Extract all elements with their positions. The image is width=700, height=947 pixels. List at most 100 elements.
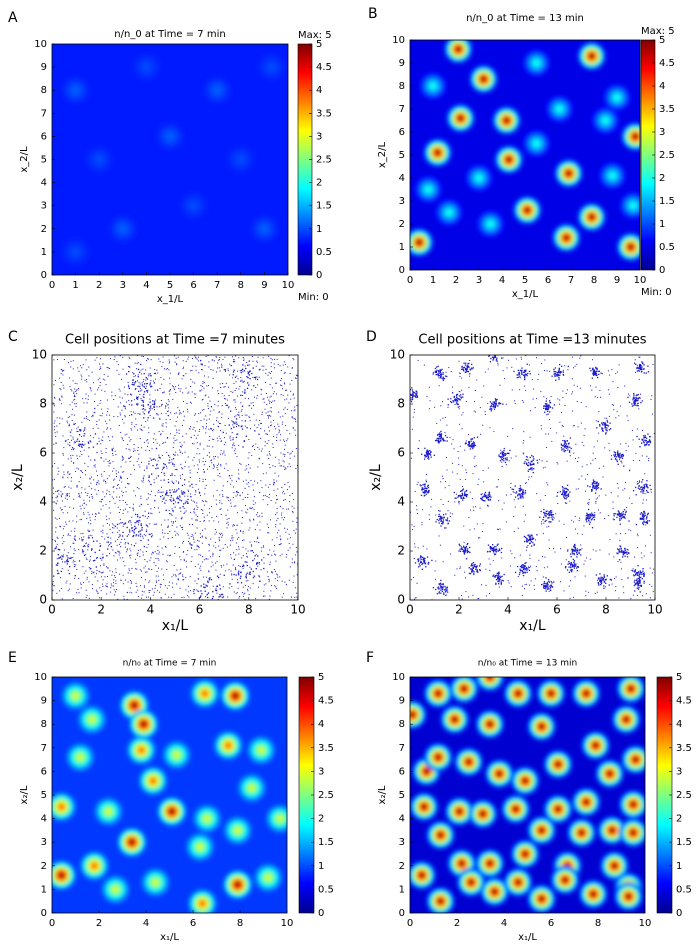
cell xyxy=(261,547,263,549)
cell xyxy=(246,414,248,416)
cell xyxy=(153,591,155,593)
cell xyxy=(93,412,95,414)
cell xyxy=(257,565,259,567)
cell xyxy=(294,554,296,556)
cell xyxy=(119,477,121,479)
cell xyxy=(147,442,149,444)
cell xyxy=(162,529,164,531)
cell xyxy=(451,392,454,394)
cell xyxy=(609,428,612,430)
cell xyxy=(273,569,275,571)
cell xyxy=(177,373,179,375)
cell xyxy=(588,503,590,505)
cell xyxy=(175,386,177,388)
cell xyxy=(147,503,149,505)
cell xyxy=(163,472,165,475)
cell xyxy=(216,417,218,419)
cell xyxy=(637,533,639,535)
cell xyxy=(76,486,78,488)
cell xyxy=(567,365,569,368)
cell xyxy=(439,544,441,546)
cell xyxy=(106,493,108,495)
cell xyxy=(277,498,279,500)
cell xyxy=(47,559,48,560)
cell xyxy=(287,438,289,440)
cell xyxy=(620,443,622,445)
cell xyxy=(232,525,234,527)
cell xyxy=(136,487,138,489)
cell xyxy=(497,479,499,481)
cell xyxy=(70,480,72,482)
cell xyxy=(122,531,124,534)
cell xyxy=(271,554,273,556)
cell xyxy=(427,450,429,452)
cell xyxy=(92,537,94,539)
cell xyxy=(429,449,431,452)
density-core xyxy=(214,87,220,93)
cell xyxy=(92,427,94,429)
cell xyxy=(143,396,145,399)
cell xyxy=(159,538,161,540)
cell xyxy=(237,573,240,575)
cell xyxy=(266,404,268,406)
cell xyxy=(239,462,241,464)
cell xyxy=(642,499,644,501)
cell xyxy=(480,433,482,435)
cell xyxy=(436,369,438,371)
cell xyxy=(157,567,159,569)
cell xyxy=(72,438,74,440)
cell xyxy=(152,552,154,554)
cell xyxy=(114,552,116,554)
x-tick-label: 0 xyxy=(407,275,413,286)
cell xyxy=(186,532,188,534)
cell xyxy=(153,482,155,484)
cell xyxy=(183,441,185,443)
cell xyxy=(112,470,114,472)
cell xyxy=(62,370,64,372)
cell xyxy=(428,386,430,388)
cell xyxy=(212,430,214,432)
cell xyxy=(166,561,168,563)
cell xyxy=(277,475,279,477)
cell xyxy=(239,416,241,418)
cell xyxy=(147,403,149,406)
cell xyxy=(274,456,276,458)
cell xyxy=(434,406,436,408)
cell xyxy=(89,568,91,570)
cell xyxy=(84,488,86,490)
cell xyxy=(550,427,552,429)
cell xyxy=(437,434,439,436)
cell xyxy=(74,527,76,529)
cell xyxy=(408,394,409,395)
cell xyxy=(103,431,105,433)
cell xyxy=(218,393,220,395)
density-core xyxy=(614,95,620,100)
cell xyxy=(202,461,204,463)
cell xyxy=(77,444,80,447)
cell xyxy=(173,453,175,455)
cell xyxy=(634,404,636,406)
cell xyxy=(455,400,458,402)
cell xyxy=(543,405,545,407)
cell xyxy=(181,473,183,475)
cell xyxy=(196,453,198,455)
cell xyxy=(461,598,463,600)
cell xyxy=(639,517,641,519)
cell xyxy=(168,359,170,361)
cell xyxy=(600,372,602,374)
cell xyxy=(109,570,111,572)
cell xyxy=(195,413,197,415)
cell xyxy=(251,550,253,552)
cell xyxy=(118,543,120,545)
cell xyxy=(268,426,270,428)
cell xyxy=(287,482,289,484)
cell xyxy=(247,471,249,473)
cell xyxy=(245,577,248,579)
cell xyxy=(125,486,127,488)
cell xyxy=(170,597,172,599)
cell xyxy=(530,410,532,412)
cell xyxy=(109,544,111,546)
cell xyxy=(80,429,82,431)
cell xyxy=(169,489,171,491)
cell xyxy=(275,428,277,430)
